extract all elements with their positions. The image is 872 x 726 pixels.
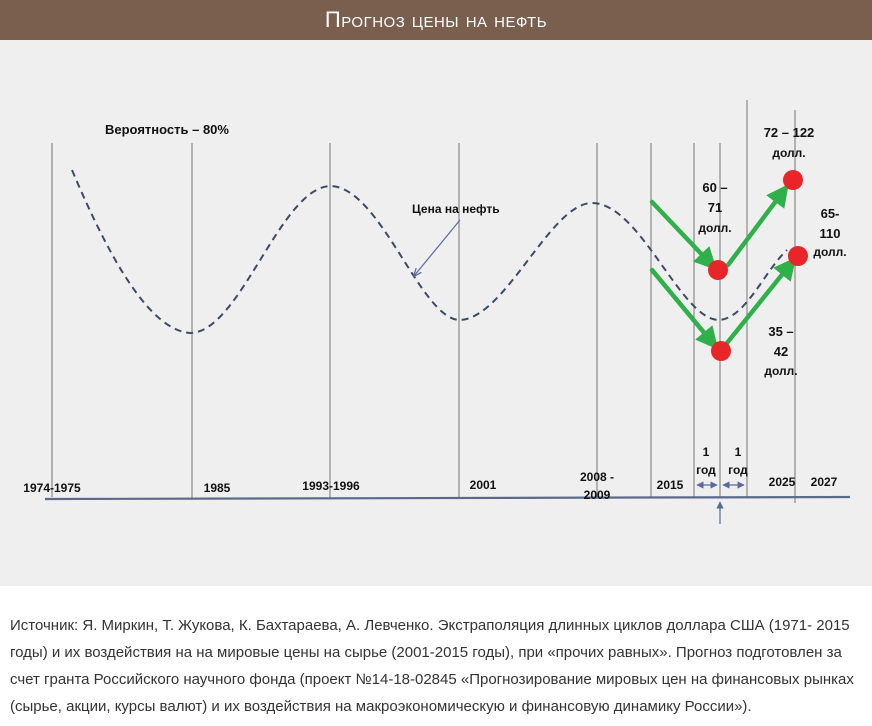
forecast-text: долл.	[764, 364, 797, 378]
timeline-baseline	[44, 495, 851, 501]
interval-label: год	[696, 463, 716, 477]
oil-price-diagram: Вероятность – 80% Цена на нефть 60 – 71 …	[23, 100, 851, 524]
interval-label: 1	[703, 445, 710, 459]
point-future-low	[788, 246, 808, 266]
forecast-text: 42	[774, 344, 788, 359]
interval-labels: 1 год 1 год	[696, 445, 748, 477]
interval-label: 1	[735, 445, 742, 459]
arrow-up-high	[725, 184, 789, 268]
timeline-label: 2008 -	[580, 470, 614, 484]
point-current-low	[711, 341, 731, 361]
source-note: Источник: Я. Миркин, Т. Жукова, К. Бахта…	[0, 586, 872, 726]
forecast-text: долл.	[772, 146, 805, 160]
chart-title: Прогноз цены на нефть	[324, 7, 548, 32]
forecast-text: 71	[708, 200, 722, 215]
point-current-high	[708, 260, 728, 280]
probability-label: Вероятность – 80%	[105, 122, 229, 137]
forecast-current-low-label: 35 – 42 долл.	[764, 324, 797, 378]
timeline-label: 2027	[811, 475, 838, 489]
forecast-future-high-label: 72 – 122 долл.	[764, 125, 815, 160]
timeline-label: 2015	[657, 478, 684, 492]
forecast-arrows	[649, 184, 797, 350]
arrow-down-low	[649, 267, 719, 350]
timeline-gridlines	[51, 100, 796, 503]
timeline-label: 2001	[470, 478, 497, 492]
point-future-high	[783, 170, 803, 190]
forecast-future-low-label: 65- 110 долл.	[813, 206, 846, 259]
forecast-text: 110	[820, 226, 841, 241]
curve-label: Цена на нефть	[412, 202, 500, 216]
forecast-text: 35 –	[768, 324, 793, 339]
timeline-label: 1993-1996	[302, 479, 360, 493]
forecast-text: долл.	[813, 245, 846, 259]
source-text: Источник: Я. Миркин, Т. Жукова, К. Бахта…	[10, 617, 854, 715]
forecast-text: 60 –	[702, 180, 727, 195]
timeline-label: 1974-1975	[23, 481, 81, 495]
curve-label-pointer	[414, 219, 461, 276]
oil-price-curve	[71, 169, 788, 335]
chart-header: Прогноз цены на нефть	[0, 0, 872, 40]
arrow-down-high	[649, 199, 717, 271]
timeline-labels: 1974-1975 1985 1993-1996 2001 2008 - 200…	[23, 470, 837, 502]
interval-label: год	[728, 463, 748, 477]
forecast-text: 72 – 122	[764, 125, 815, 140]
timeline-label: 2025	[769, 475, 796, 489]
forecast-current-high-label: 60 – 71 долл.	[698, 180, 731, 235]
timeline-label: 1985	[204, 481, 231, 495]
arrow-up-low	[724, 257, 797, 346]
forecast-text: долл.	[698, 221, 731, 235]
forecast-text: 65-	[821, 206, 840, 221]
diagram-panel: Вероятность – 80% Цена на нефть 60 – 71 …	[0, 40, 872, 586]
timeline-label: 2009	[584, 488, 611, 502]
